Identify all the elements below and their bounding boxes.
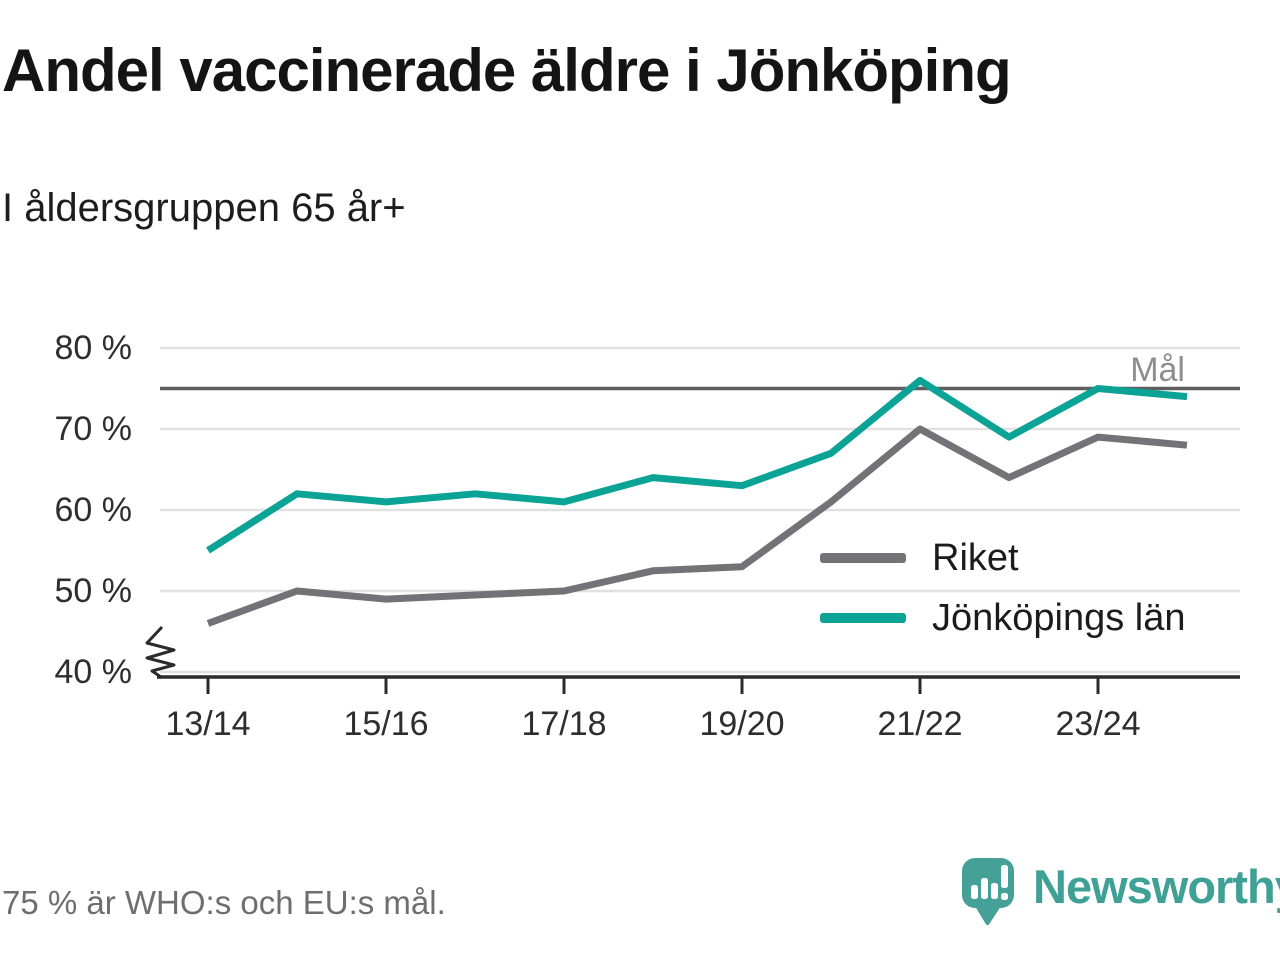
legend-label: Riket bbox=[932, 536, 1019, 579]
chart-subtitle: I åldersgruppen 65 år+ bbox=[2, 186, 406, 230]
x-axis-tick-label: 23/24 bbox=[1055, 705, 1141, 743]
legend-swatch bbox=[820, 613, 906, 623]
x-axis-tick-label: 17/18 bbox=[521, 705, 607, 743]
legend-item: Riket bbox=[820, 528, 1186, 588]
y-axis-tick-label: 70 % bbox=[54, 410, 133, 448]
legend-label: Jönköpings län bbox=[932, 596, 1186, 639]
x-axis-tick-label: 19/20 bbox=[699, 705, 785, 743]
logo-bubble bbox=[962, 858, 1014, 925]
legend-swatch bbox=[820, 553, 906, 563]
y-axis-tick-label: 80 % bbox=[54, 329, 133, 367]
series-line-j-nk-pings-l-n bbox=[206, 376, 1188, 554]
brand-logo: Newsworthy bbox=[960, 856, 1280, 926]
chart-title: Andel vaccinerade äldre i Jönköping bbox=[2, 37, 1012, 104]
goal-line-label: Mål bbox=[1130, 351, 1185, 389]
y-axis-break-zigzag bbox=[145, 625, 176, 679]
brand-name: Newsworthy bbox=[1033, 859, 1280, 913]
y-axis-tick-label: 60 % bbox=[54, 491, 133, 529]
chart-legend: Riket Jönköpings län bbox=[820, 528, 1186, 648]
x-axis-tick-label: 21/22 bbox=[877, 705, 963, 743]
y-axis-tick-label: 50 % bbox=[54, 572, 133, 610]
x-axis-tick-label: 15/16 bbox=[343, 705, 429, 743]
footer-note: 75 % är WHO:s och EU:s mål. bbox=[2, 884, 446, 921]
legend-item: Jönköpings län bbox=[820, 588, 1186, 648]
x-axis-tick-label: 13/14 bbox=[165, 705, 251, 743]
speech-bubble-bar-chart-icon bbox=[962, 858, 1014, 925]
y-axis-tick-label: 40 % bbox=[54, 653, 133, 691]
